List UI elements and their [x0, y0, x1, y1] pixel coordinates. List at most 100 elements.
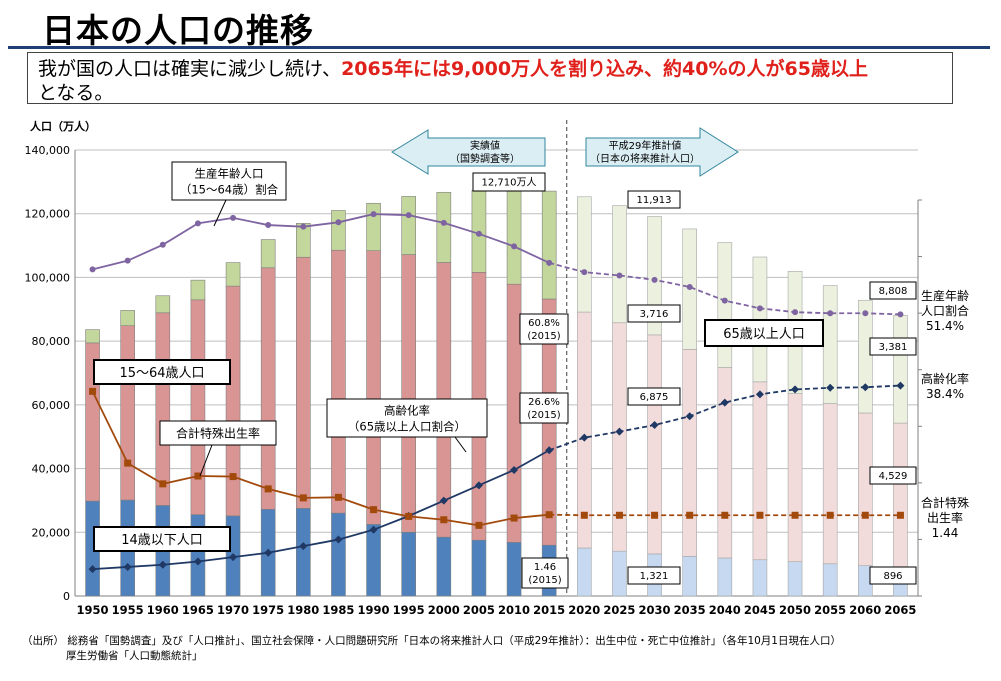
bar-child-2040 — [717, 557, 733, 597]
bar-working-2040 — [717, 367, 733, 559]
marker-square-2050 — [791, 511, 799, 519]
summary-box: 我が国の人口は確実に減少し続け、2065年には9,000万人を割り込み、約40%… — [27, 52, 953, 104]
callout-0-14-frame — [93, 526, 231, 552]
bar-senior-1995 — [401, 196, 416, 255]
marker-diamond-2025 — [615, 427, 624, 436]
x-tick-label: 1990 — [358, 603, 390, 617]
bar-working-1990 — [366, 250, 381, 525]
callout-senior-2065-frame — [869, 337, 917, 356]
marker-circle-1975 — [265, 222, 272, 229]
bar-senior-1960 — [155, 295, 171, 314]
callout-2015-fertility-frame — [521, 557, 569, 589]
marker-circle-1970 — [230, 214, 237, 221]
marker-diamond-2015 — [545, 446, 554, 455]
marker-diamond-1960 — [158, 560, 167, 569]
callout-aging-rate-text: 高齢化率 — [384, 403, 430, 417]
marker-circle-2060 — [862, 310, 869, 317]
x-tick-label: 2050 — [779, 603, 811, 617]
y-tick-label: 60,000 — [32, 399, 71, 412]
bar-child-1985 — [331, 512, 346, 597]
marker-square-2045 — [756, 511, 764, 519]
marker-diamond-2020 — [580, 433, 589, 442]
callout-15-64-frame — [93, 359, 231, 385]
callout-working-2065-frame — [869, 466, 917, 485]
marker-diamond-2035 — [685, 412, 694, 421]
bar-senior-1950 — [85, 329, 100, 344]
x-tick-label: 1950 — [77, 603, 109, 617]
source-note: （出所） 総務省「国勢調査」及び「人口推計」、国立社会保障・人口問題研究所「日本… — [22, 634, 841, 664]
x-tick-label: 2065 — [884, 603, 916, 617]
callout-child-2065-frame — [869, 566, 917, 585]
right-label-1: 人口割合 — [921, 303, 969, 318]
callout-2015-aging-frame — [519, 392, 569, 424]
bar-working-2035 — [682, 349, 697, 557]
page-title: 日本の人口の推移 — [42, 11, 314, 50]
x-tick-label: 2045 — [744, 603, 776, 617]
callout-fertility-frame — [159, 420, 277, 446]
callout-2015-fertility-text: (2015) — [528, 575, 561, 586]
marker-diamond-1970 — [229, 553, 238, 562]
y-tick-label: 100,000 — [25, 271, 71, 284]
callout-2015-aging-text: 26.6% — [528, 397, 560, 408]
callout-15-64: 15〜64歳人口 — [93, 359, 231, 385]
callout-child-2030-text: 1,321 — [640, 571, 669, 582]
callout-2015-working-text: (2015) — [527, 331, 560, 342]
actual-arrow — [391, 129, 546, 175]
source-line-1: （出所） 総務省「国勢調査」及び「人口推計」、国立社会保障・人口問題研究所「日本… — [22, 635, 841, 647]
callout-aging-rate-text: （65歳以上人口割合） — [348, 419, 466, 433]
callout-working-2065: 4,529 — [869, 466, 917, 485]
marker-square-2015 — [545, 511, 553, 519]
marker-circle-2045 — [756, 305, 763, 312]
marker-diamond-1965 — [193, 557, 202, 566]
callout-0-14-text: 14歳以下人口 — [121, 533, 203, 548]
callout-0-14: 14歳以下人口 — [93, 526, 231, 552]
x-tick-label: 2005 — [463, 603, 495, 617]
marker-square-1950 — [89, 387, 97, 395]
marker-square-1960 — [159, 480, 167, 488]
marker-square-2035 — [686, 511, 694, 519]
callout-working-2030-text: 6,875 — [640, 392, 669, 403]
marker-circle-1965 — [194, 220, 201, 227]
callout-working-age-ratio-frame — [171, 161, 287, 201]
actual-arrow-sublabel: （国勢調査等） — [450, 152, 520, 165]
callout-senior-2030: 3,716 — [627, 304, 681, 323]
bar-working-1985 — [331, 249, 346, 514]
bar-working-2010 — [506, 283, 522, 543]
callout-child-2065-text: 896 — [883, 571, 902, 582]
bar-child-2055 — [822, 563, 838, 597]
marker-square-1955 — [124, 459, 132, 467]
marker-square-2005 — [475, 521, 483, 529]
bar-working-1975 — [260, 267, 276, 510]
y-tick-label: 40,000 — [32, 463, 71, 476]
bar-working-2065 — [893, 422, 908, 568]
callout-2015-working: 60.8% (2015) — [519, 313, 569, 345]
marker-circle-1950 — [89, 266, 96, 273]
x-tick-label: 2035 — [674, 603, 706, 617]
y-tick-label: 120,000 — [25, 208, 71, 221]
x-tick-label: 2040 — [709, 603, 741, 617]
bar-senior-2015 — [541, 190, 557, 300]
marker-square-1970 — [229, 473, 237, 481]
callout-2015-working-text: 60.8% — [528, 318, 560, 329]
marker-diamond-1985 — [334, 535, 343, 544]
x-tick-label: 1960 — [147, 603, 179, 617]
x-tick-label: 2060 — [849, 603, 881, 617]
bar-child-2050 — [787, 561, 803, 597]
marker-diamond-2060 — [861, 383, 870, 392]
callout-aging-rate-frame — [326, 398, 488, 438]
summary-suffix: となる。 — [38, 82, 114, 104]
x-tick-label: 2015 — [533, 603, 565, 617]
callout-65plus-frame — [704, 319, 824, 347]
bar-working-2030 — [647, 334, 662, 555]
marker-circle-1995 — [405, 212, 412, 219]
marker-circle-2040 — [721, 297, 728, 304]
bar-senior-1980 — [296, 223, 311, 258]
bar-working-1970 — [225, 285, 241, 517]
marker-square-1995 — [405, 512, 413, 520]
marker-circle-2050 — [792, 309, 799, 316]
bar-child-2020 — [577, 547, 592, 597]
callout-total-2030-text: 11,913 — [637, 195, 672, 206]
marker-square-1990 — [370, 506, 378, 514]
marker-square-1980 — [299, 494, 307, 502]
bar-child-2010 — [506, 542, 522, 597]
